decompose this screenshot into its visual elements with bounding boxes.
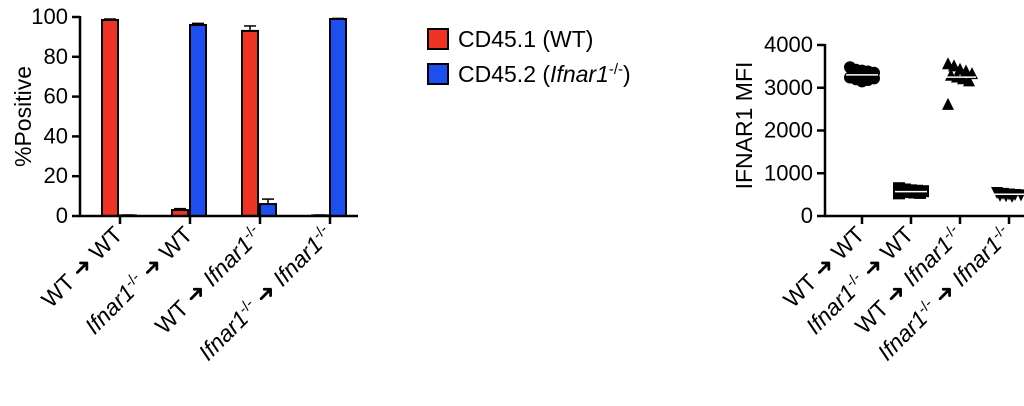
y-tick-label: 0 bbox=[801, 203, 813, 228]
bar bbox=[241, 29, 259, 218]
bar bbox=[101, 18, 119, 217]
y-tick-label: 4000 bbox=[764, 32, 813, 57]
data-point bbox=[948, 59, 960, 72]
y-axis-title: %Positive bbox=[10, 66, 36, 167]
legend-label: CD45.2 (Ifnar1-/-) bbox=[458, 61, 631, 88]
data-point bbox=[893, 187, 905, 200]
y-tick-label: 80 bbox=[44, 44, 68, 69]
x-category-label: Ifnar1-/- ➜ Ifnar1-/- bbox=[193, 221, 338, 366]
y-tick-label: 100 bbox=[31, 4, 68, 29]
data-point bbox=[1015, 189, 1024, 202]
bar bbox=[329, 17, 347, 217]
y-tick-label: 20 bbox=[44, 163, 68, 188]
y-tick-label: 3000 bbox=[764, 75, 813, 100]
bar bbox=[189, 23, 207, 217]
legend-swatch bbox=[427, 63, 449, 85]
bar bbox=[259, 203, 277, 217]
y-tick-label: 60 bbox=[44, 84, 68, 109]
y-tick-label: 0 bbox=[56, 203, 68, 228]
data-point bbox=[914, 186, 926, 199]
y-tick-label: 2000 bbox=[764, 118, 813, 143]
data-point bbox=[942, 97, 954, 110]
y-axis-title: IFNAR1 MFI bbox=[731, 62, 757, 190]
legend-label: CD45.1 (WT) bbox=[458, 26, 593, 52]
data-point bbox=[963, 74, 975, 87]
data-point bbox=[856, 75, 868, 88]
y-tick-label: 1000 bbox=[764, 160, 813, 185]
y-tick-label: 40 bbox=[44, 123, 68, 148]
legend-swatch bbox=[427, 28, 449, 50]
